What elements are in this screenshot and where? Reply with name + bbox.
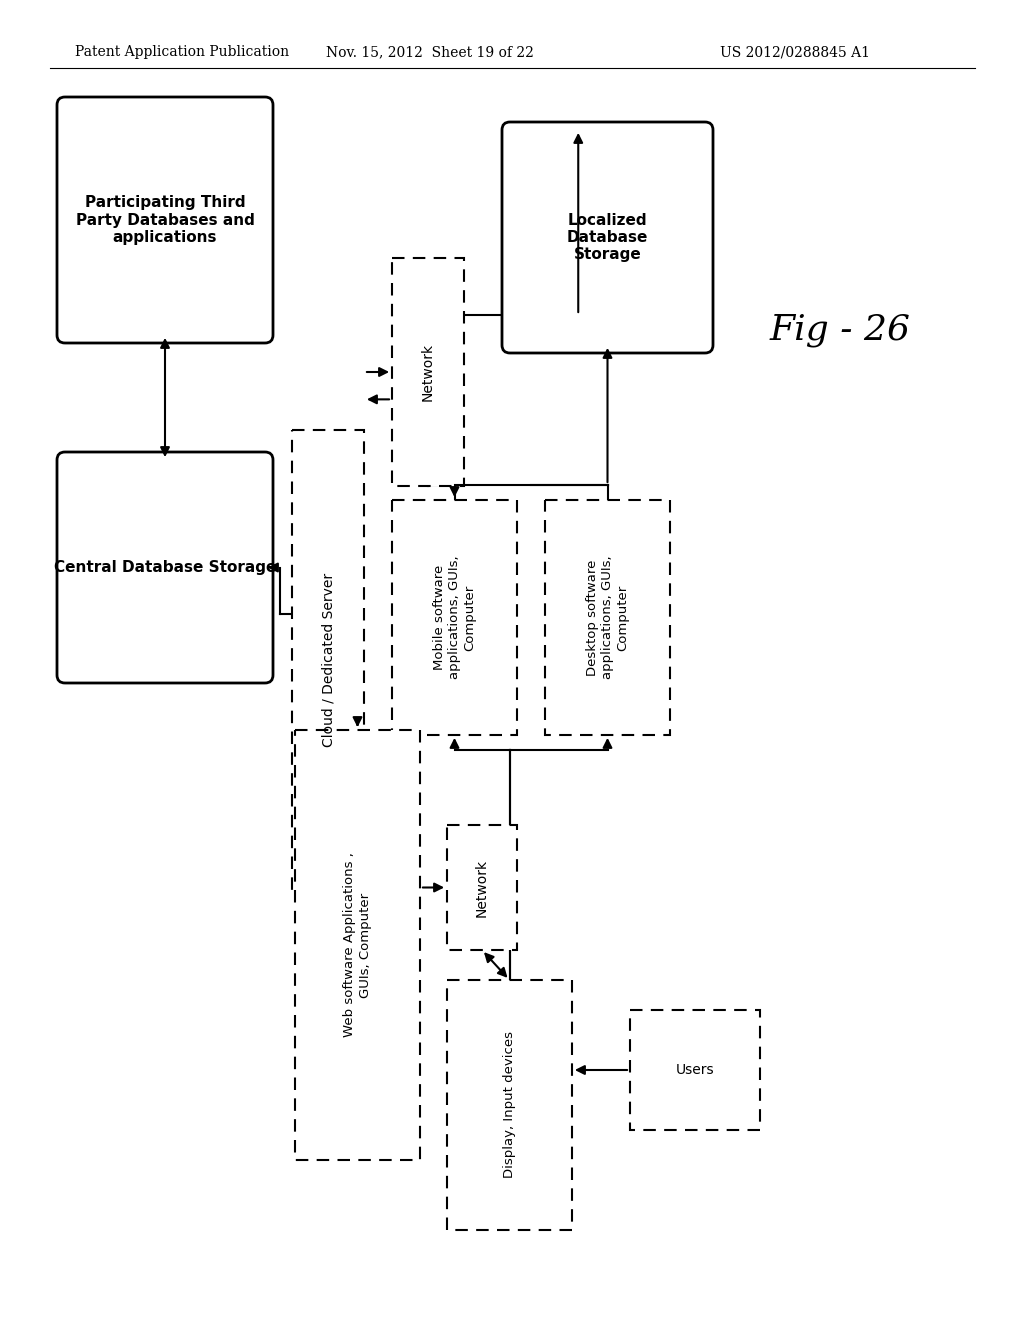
- Text: Desktop software
applications, GUIs,
Computer: Desktop software applications, GUIs, Com…: [586, 556, 629, 680]
- Text: Users: Users: [676, 1063, 715, 1077]
- Text: Participating Third
Party Databases and
applications: Participating Third Party Databases and …: [76, 195, 254, 246]
- Text: US 2012/0288845 A1: US 2012/0288845 A1: [720, 45, 870, 59]
- Text: Mobile software
applications, GUIs,
Computer: Mobile software applications, GUIs, Comp…: [433, 556, 476, 680]
- Text: Network: Network: [421, 343, 435, 401]
- Bar: [630, 1010, 760, 1130]
- Text: Fig - 26: Fig - 26: [769, 313, 910, 347]
- Text: Nov. 15, 2012  Sheet 19 of 22: Nov. 15, 2012 Sheet 19 of 22: [326, 45, 534, 59]
- Bar: [545, 500, 670, 735]
- Text: Cloud / Dedicated Server: Cloud / Dedicated Server: [321, 573, 335, 747]
- FancyBboxPatch shape: [57, 96, 273, 343]
- Bar: [392, 500, 517, 735]
- Text: Patent Application Publication: Patent Application Publication: [75, 45, 289, 59]
- Text: Display, Input devices: Display, Input devices: [503, 1031, 516, 1179]
- Text: Web software Applications ,
GUIs, Computer: Web software Applications , GUIs, Comput…: [343, 853, 372, 1038]
- Bar: [295, 730, 420, 1160]
- Bar: [292, 430, 364, 890]
- Bar: [447, 825, 517, 950]
- Bar: [447, 979, 572, 1230]
- FancyBboxPatch shape: [502, 121, 713, 352]
- Text: Network: Network: [475, 858, 489, 916]
- Bar: [392, 257, 464, 486]
- Text: Central Database Storage: Central Database Storage: [54, 560, 276, 576]
- FancyBboxPatch shape: [57, 451, 273, 682]
- Text: Localized
Database
Storage: Localized Database Storage: [567, 213, 648, 263]
